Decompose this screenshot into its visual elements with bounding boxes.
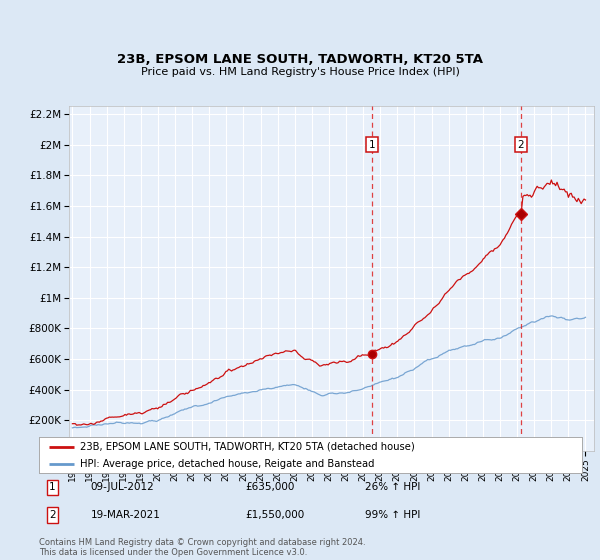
Text: 23B, EPSOM LANE SOUTH, TADWORTH, KT20 5TA (detached house): 23B, EPSOM LANE SOUTH, TADWORTH, KT20 5T… xyxy=(80,442,415,451)
Text: 1: 1 xyxy=(369,139,376,150)
Text: 19-MAR-2021: 19-MAR-2021 xyxy=(91,510,160,520)
Text: 1: 1 xyxy=(49,483,56,492)
Text: £635,000: £635,000 xyxy=(245,483,295,492)
Text: 23B, EPSOM LANE SOUTH, TADWORTH, KT20 5TA: 23B, EPSOM LANE SOUTH, TADWORTH, KT20 5T… xyxy=(117,53,483,66)
Text: 26% ↑ HPI: 26% ↑ HPI xyxy=(365,483,420,492)
Text: 2: 2 xyxy=(49,510,56,520)
Text: £1,550,000: £1,550,000 xyxy=(245,510,305,520)
Text: 09-JUL-2012: 09-JUL-2012 xyxy=(91,483,154,492)
Text: HPI: Average price, detached house, Reigate and Banstead: HPI: Average price, detached house, Reig… xyxy=(80,459,374,469)
Text: 99% ↑ HPI: 99% ↑ HPI xyxy=(365,510,420,520)
Text: 2: 2 xyxy=(517,139,524,150)
Text: Contains HM Land Registry data © Crown copyright and database right 2024.
This d: Contains HM Land Registry data © Crown c… xyxy=(39,538,365,557)
Text: Price paid vs. HM Land Registry's House Price Index (HPI): Price paid vs. HM Land Registry's House … xyxy=(140,67,460,77)
